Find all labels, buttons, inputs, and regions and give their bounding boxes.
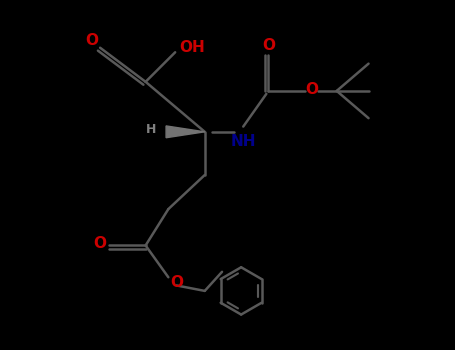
Text: O: O (86, 33, 98, 48)
Text: O: O (305, 83, 318, 98)
Text: O: O (94, 236, 106, 251)
Text: H: H (147, 123, 157, 136)
Text: OH: OH (180, 40, 205, 55)
Text: NH: NH (231, 134, 256, 149)
Text: O: O (170, 275, 183, 290)
Polygon shape (166, 126, 205, 138)
Text: O: O (262, 38, 275, 53)
